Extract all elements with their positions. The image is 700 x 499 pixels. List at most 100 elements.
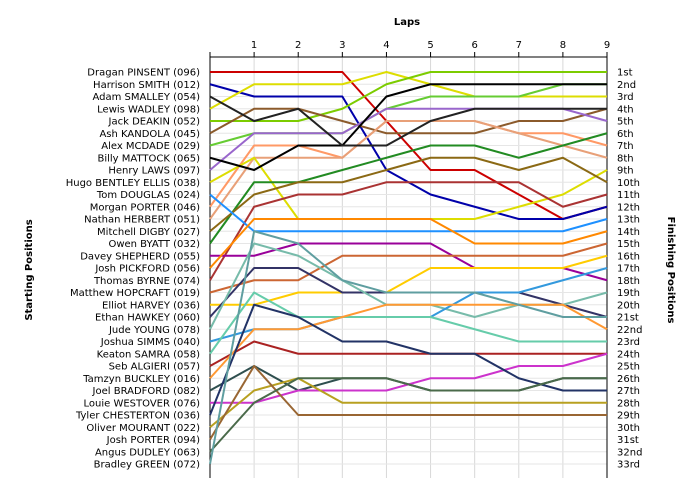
x-tick-label: 8 [560,40,566,51]
finishing-label: 8th [617,153,634,164]
starting-label: Keaton SAMRA (058) [97,349,200,360]
x-tick-label: 1 [251,40,257,51]
finishing-label: 30th [617,423,640,434]
finishing-label: 2nd [617,80,636,91]
starting-label: Alex MCDADE (029) [101,141,200,152]
series-line [209,303,608,379]
series-line [209,377,607,429]
series-line [209,193,608,233]
x-tick-label: 3 [339,40,345,51]
finishing-label: 14th [617,227,640,238]
finishing-label: 22nd [617,325,642,336]
starting-label: Jude YOUNG (078) [108,325,200,336]
starting-label: Henry LAWS (097) [108,166,200,177]
starting-label: Josh PORTER (094) [106,435,200,446]
series-line [209,83,607,147]
x-tick-label: 7 [516,40,522,51]
starting-label: Bradley GREEN (072) [94,460,200,471]
series-line [209,83,607,171]
series-layer [209,71,608,465]
starting-label: Harrison SMITH (012) [93,80,200,91]
series-line [209,95,607,147]
starting-label: Josh PICKFORD (056) [94,264,200,275]
starting-label: Ash KANDOLA (045) [99,129,200,140]
starting-label: Louie WESTOVER (076) [84,398,201,409]
starting-label: Seb ALGIERI (057) [109,362,201,373]
finishing-label: 9th [617,166,634,177]
finishing-label: 15th [617,239,640,250]
x-tick-label: 5 [427,40,433,51]
finishing-label: 29th [617,411,640,422]
starting-label: Jack DEAKIN (052) [108,117,201,128]
starting-label: Elliot HARVEY (036) [102,300,200,311]
finishing-label: 6th [617,129,634,140]
finishing-label: 17th [617,264,640,275]
y-axis-title-right: Finishing Positions [665,217,676,324]
series-line [209,156,608,233]
series-line [209,218,608,269]
starting-label: Mitchell DIGBY (027) [97,227,200,238]
starting-label: Tyler CHESTERTON (036) [75,411,200,422]
series-line [209,132,608,245]
series-line [209,242,608,294]
finishing-label: 11th [617,190,640,201]
x-tick-label: 9 [604,40,610,51]
starting-label: Tom DOUGLAS (024) [96,190,200,201]
series-line [210,71,607,122]
starting-label: Thomas BYRNE (074) [93,276,200,287]
x-axis-title: Laps [394,17,420,28]
starting-label: Matthew HOPCRAFT (019) [70,288,200,299]
series-line [209,377,607,453]
finishing-label: 16th [617,251,640,262]
starting-label: Morgan PORTER (046) [90,202,200,213]
finishing-label: 26th [617,374,640,385]
finishing-label: 31st [617,435,639,446]
finishing-label: 19th [617,288,640,299]
y-axis-title-left: Starting Positions [24,219,35,320]
starting-label: Davey SHEPHERD (055) [80,251,200,262]
finishing-label: 3rd [617,92,634,103]
finishing-label: 25th [617,362,640,373]
series-line [209,181,608,281]
series-line [209,230,607,465]
series-line [210,71,608,220]
finishing-label: 33rd [617,460,640,471]
finishing-label: 4th [617,104,634,115]
starting-label: Joel BRADFORD (082) [92,386,201,397]
finishing-label: 7th [617,141,634,152]
series-line [210,242,608,282]
starting-label: Lewis WADLEY (098) [97,104,200,115]
starting-label: Dragan PINSENT (096) [87,68,200,79]
series-line [210,254,608,306]
finishing-label: 12th [617,202,640,213]
starting-label: Adam SMALLEY (054) [92,92,200,103]
series-line [209,340,607,367]
series-line [209,291,607,355]
starting-label: Tamzyn BUCKLEY (016) [82,374,200,385]
x-tick-label: 6 [471,40,477,51]
starting-label: Nathan HERBERT (051) [84,215,200,226]
finishing-label: 18th [617,276,640,287]
finishing-label: 27th [617,386,640,397]
starting-label: Oliver MOURANT (022) [86,423,200,434]
finishing-label: 21st [617,313,639,324]
finishing-label: 1st [617,68,633,79]
finishing-label: 5th [617,117,634,128]
finishing-label: 23rd [617,337,640,348]
label-layer: 1 2 3 4 5 6 7 8 9 Dragan PINSENT (096)Harrison SM… [66,40,643,471]
starting-label: Joshua SIMMS (040) [100,337,200,348]
starting-label: Ethan HAWKEY (060) [95,313,200,324]
x-tick-label: 2 [295,40,301,51]
finishing-label: 24th [617,349,640,360]
starting-label: Angus DUDLEY (063) [95,447,200,458]
finishing-label: 10th [617,178,640,189]
finishing-label: 20th [617,300,640,311]
starting-label: Billy MATTOCK (065) [97,153,200,164]
starting-label: Owen BYATT (032) [108,239,200,250]
starting-label: Hugo BENTLEY ELLIS (038) [66,178,200,189]
finishing-label: 32nd [617,447,642,458]
finishing-label: 13th [617,215,640,226]
finishing-label: 28th [617,398,640,409]
